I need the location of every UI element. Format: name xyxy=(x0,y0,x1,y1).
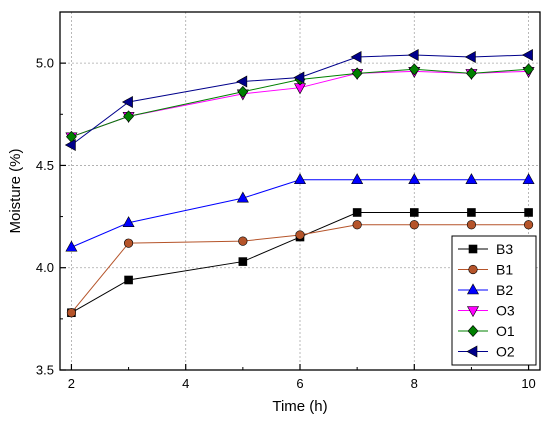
data-point-marker xyxy=(295,230,305,240)
series-line xyxy=(71,179,529,248)
series-line xyxy=(71,224,529,314)
series-O2 xyxy=(64,48,533,151)
data-point-marker xyxy=(66,308,77,318)
data-point-marker xyxy=(522,173,535,185)
data-point-marker xyxy=(293,173,307,185)
data-point-marker xyxy=(407,48,419,61)
y-tick-label: 5.0 xyxy=(36,56,54,71)
series-B1 xyxy=(66,220,534,318)
legend-label: B1 xyxy=(496,262,513,278)
data-point-marker xyxy=(409,220,419,230)
data-point-marker xyxy=(64,138,76,151)
data-point-marker xyxy=(123,110,134,123)
data-point-marker xyxy=(122,216,135,228)
data-point-marker xyxy=(524,208,533,217)
data-point-marker xyxy=(293,71,305,84)
legend-label: B2 xyxy=(496,282,513,298)
x-tick-label: 2 xyxy=(68,376,75,391)
data-point-marker xyxy=(351,173,364,185)
legend-item-O1: O1 xyxy=(458,323,515,339)
data-point-marker xyxy=(236,191,249,203)
data-point-marker xyxy=(238,236,248,246)
data-point-marker xyxy=(464,50,476,64)
data-point-marker xyxy=(523,220,534,230)
series-lines xyxy=(64,48,535,318)
x-tick-label: 10 xyxy=(521,376,535,391)
legend-item-O3: O3 xyxy=(458,303,515,319)
series-line xyxy=(71,68,529,138)
data-point-marker xyxy=(466,67,477,80)
x-axis-title: Time (h) xyxy=(272,398,327,415)
legend-label: B3 xyxy=(496,241,513,257)
data-point-marker xyxy=(466,283,480,295)
data-point-marker xyxy=(236,75,248,88)
legend-label: O3 xyxy=(496,303,515,319)
data-point-marker xyxy=(121,96,133,109)
data-point-marker xyxy=(466,345,478,358)
series-line xyxy=(71,211,529,314)
data-point-marker xyxy=(523,63,534,76)
data-point-marker xyxy=(468,244,478,254)
x-tick-label: 4 xyxy=(182,376,189,391)
data-point-marker xyxy=(123,238,134,248)
data-point-marker xyxy=(466,306,480,318)
y-tick-label: 3.5 xyxy=(36,363,54,378)
series-O1 xyxy=(66,63,534,143)
data-point-marker xyxy=(465,173,478,185)
data-point-marker xyxy=(351,67,363,80)
series-line xyxy=(71,54,529,146)
data-point-marker xyxy=(521,48,533,61)
series-B2 xyxy=(65,173,535,252)
legend-item-O2: O2 xyxy=(458,344,515,360)
legend-label: O2 xyxy=(496,344,515,360)
legend: B3 B1 B2 O3 O1 O2 xyxy=(451,235,537,366)
data-point-marker xyxy=(124,275,133,285)
legend-item-B1: B1 xyxy=(458,262,513,278)
data-point-marker xyxy=(238,257,248,266)
legend-item-B2: B2 xyxy=(458,282,513,298)
data-point-marker xyxy=(467,208,476,217)
legend-item-B3: B3 xyxy=(458,241,513,257)
y-tick-label: 4.5 xyxy=(36,158,54,173)
legend-label: O1 xyxy=(496,323,515,339)
data-point-marker xyxy=(408,63,420,76)
data-point-marker xyxy=(352,220,362,230)
data-point-marker xyxy=(350,50,362,64)
x-tick-label: 8 xyxy=(411,376,418,391)
data-point-marker xyxy=(409,208,419,217)
y-tick-label: 4.0 xyxy=(36,260,54,275)
x-tick-label: 6 xyxy=(296,376,303,391)
data-point-marker xyxy=(467,325,479,337)
legend-box xyxy=(451,235,537,366)
data-point-marker xyxy=(468,264,478,275)
data-point-marker xyxy=(466,220,477,230)
data-point-marker xyxy=(237,85,249,98)
data-point-marker xyxy=(352,208,362,217)
data-point-marker xyxy=(408,173,421,185)
y-axis-title: Moisture (%) xyxy=(7,148,24,233)
data-point-marker xyxy=(65,240,78,252)
